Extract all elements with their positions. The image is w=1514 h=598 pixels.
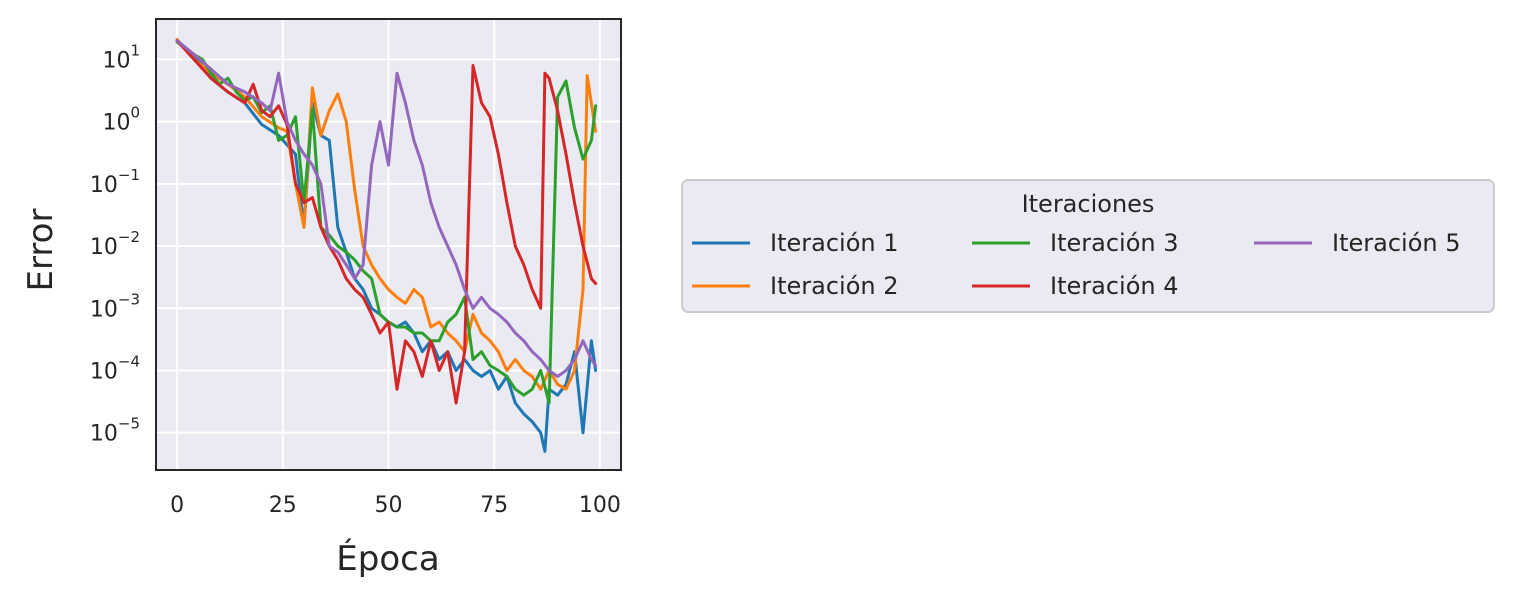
legend-title: Iteraciones <box>1022 190 1155 218</box>
plot-frame <box>155 18 622 471</box>
y-tick-exponent: −5 <box>118 415 140 433</box>
y-tick-label: 10−3 <box>90 290 140 322</box>
y-tick-base: 10 <box>102 111 130 136</box>
x-tick-label: 25 <box>269 493 297 518</box>
series-line-5 <box>175 39 598 378</box>
legend-item-2: Iteración 2 <box>692 272 898 300</box>
x-tick-label: 50 <box>375 493 403 518</box>
y-tick-exponent: −4 <box>118 352 140 370</box>
y-tick-label: 10−4 <box>90 352 140 384</box>
x-axis-title: Época <box>336 538 439 579</box>
series-group <box>175 37 598 453</box>
legend-label: Iteración 1 <box>770 229 898 257</box>
y-tick-base: 10 <box>102 48 130 73</box>
y-tick-label: 10−5 <box>90 415 140 447</box>
series-line-4 <box>175 39 598 405</box>
y-tick-label: 100 <box>102 104 140 136</box>
series-line-1 <box>175 39 598 453</box>
y-tick-base: 10 <box>90 297 118 322</box>
y-tick-exponent: −1 <box>118 166 140 184</box>
y-tick-label: 10−1 <box>90 166 140 198</box>
y-tick-label: 101 <box>102 41 140 73</box>
y-tick-exponent: −3 <box>118 290 140 308</box>
y-tick-exponent: 1 <box>130 41 140 59</box>
x-tick-label: 75 <box>480 493 508 518</box>
x-tick-label: 100 <box>579 493 621 518</box>
legend-item-5: Iteración 5 <box>1254 229 1460 257</box>
legend-item-1: Iteración 1 <box>692 229 898 257</box>
legend-item-4: Iteración 4 <box>972 272 1178 300</box>
y-axis-title: Error <box>21 209 61 292</box>
x-tick-labels: 0 25 50 75 100 <box>170 493 621 518</box>
y-tick-base: 10 <box>90 173 118 198</box>
y-tick-exponent: 0 <box>130 104 140 122</box>
legend-label: Iteración 2 <box>770 272 898 300</box>
y-tick-base: 10 <box>90 422 118 447</box>
legend-label: Iteración 3 <box>1050 229 1178 257</box>
legend-box <box>681 179 1495 313</box>
x-tick-label: 0 <box>170 493 184 518</box>
y-tick-base: 10 <box>90 235 118 260</box>
legend-items: Iteración 1 Iteración 2 Iteración 3 Iteraci… <box>692 229 1460 300</box>
y-tick-label: 10−2 <box>90 228 140 260</box>
legend-label: Iteración 5 <box>1332 229 1460 257</box>
y-tick-base: 10 <box>90 359 118 384</box>
legend-item-3: Iteración 3 <box>972 229 1178 257</box>
y-tick-exponent: −2 <box>118 228 140 246</box>
legend-label: Iteración 4 <box>1050 272 1178 300</box>
grid <box>156 19 621 470</box>
